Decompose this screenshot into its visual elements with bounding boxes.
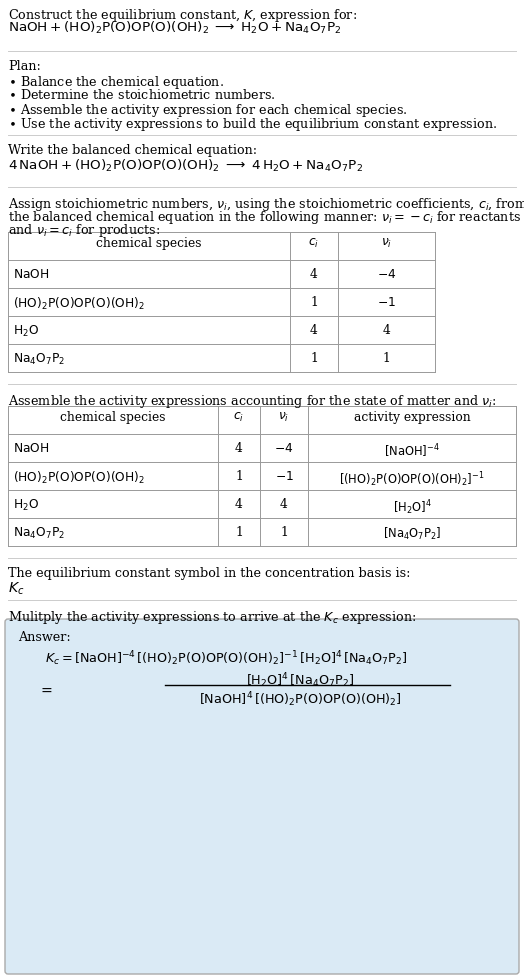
Text: $[(\mathrm{HO})_2\mathrm{P(O)OP(O)(OH)_2}]^{-1}$: $[(\mathrm{HO})_2\mathrm{P(O)OP(O)(OH)_2… xyxy=(339,469,485,488)
Text: $\mathrm{NaOH}$: $\mathrm{NaOH}$ xyxy=(13,268,49,281)
Text: 1: 1 xyxy=(280,525,288,539)
Text: Assign stoichiometric numbers, $\nu_i$, using the stoichiometric coefficients, $: Assign stoichiometric numbers, $\nu_i$, … xyxy=(8,196,524,213)
Text: 1: 1 xyxy=(383,352,390,365)
Text: $-4$: $-4$ xyxy=(275,441,293,455)
Text: 4: 4 xyxy=(280,498,288,511)
Text: $\nu_i$: $\nu_i$ xyxy=(381,237,392,249)
Text: $\bullet$ Balance the chemical equation.: $\bullet$ Balance the chemical equation. xyxy=(8,74,224,91)
Text: Write the balanced chemical equation:: Write the balanced chemical equation: xyxy=(8,144,257,156)
Text: $[\mathrm{NaOH}]^4\,[(\mathrm{HO})_2\mathrm{P(O)OP(O)(OH)_2}]$: $[\mathrm{NaOH}]^4\,[(\mathrm{HO})_2\mat… xyxy=(199,689,401,708)
Text: and $\nu_i = c_i$ for products:: and $\nu_i = c_i$ for products: xyxy=(8,222,160,239)
Text: 1: 1 xyxy=(235,525,243,539)
Text: the balanced chemical equation in the following manner: $\nu_i = -c_i$ for react: the balanced chemical equation in the fo… xyxy=(8,208,521,226)
Text: $-4$: $-4$ xyxy=(377,268,396,281)
Text: $[\mathrm{H_2O}]^4\,[\mathrm{Na_4O_7P_2}]$: $[\mathrm{H_2O}]^4\,[\mathrm{Na_4O_7P_2}… xyxy=(246,670,354,689)
Text: $[\mathrm{NaOH}]^{-4}$: $[\mathrm{NaOH}]^{-4}$ xyxy=(384,441,440,459)
Text: $\mathrm{NaOH}$: $\mathrm{NaOH}$ xyxy=(13,441,49,455)
Text: $[\mathrm{H_2O}]^4$: $[\mathrm{H_2O}]^4$ xyxy=(392,498,431,516)
Text: 1: 1 xyxy=(235,469,243,482)
Text: $\bullet$ Assemble the activity expression for each chemical species.: $\bullet$ Assemble the activity expressi… xyxy=(8,102,408,119)
Text: The equilibrium constant symbol in the concentration basis is:: The equilibrium constant symbol in the c… xyxy=(8,566,410,579)
Text: 4: 4 xyxy=(383,324,390,336)
Text: chemical species: chemical species xyxy=(60,411,166,423)
Text: $\mathrm{H_2O}$: $\mathrm{H_2O}$ xyxy=(13,498,39,512)
Text: $\mathrm{Na_4O_7P_2}$: $\mathrm{Na_4O_7P_2}$ xyxy=(13,352,65,367)
Text: $c_i$: $c_i$ xyxy=(309,237,320,249)
Text: $4\,\mathrm{NaOH} + (\mathrm{HO})_2\mathrm{P(O)OP(O)(OH)_2} \;\longrightarrow\; : $4\,\mathrm{NaOH} + (\mathrm{HO})_2\math… xyxy=(8,157,363,174)
Text: $[\mathrm{Na_4O_7P_2}]$: $[\mathrm{Na_4O_7P_2}]$ xyxy=(383,525,441,542)
Text: $\bullet$ Determine the stoichiometric numbers.: $\bullet$ Determine the stoichiometric n… xyxy=(8,88,276,102)
Text: 1: 1 xyxy=(310,295,318,309)
Text: $(\mathrm{HO})_2\mathrm{P(O)OP(O)(OH)_2}$: $(\mathrm{HO})_2\mathrm{P(O)OP(O)(OH)_2}… xyxy=(13,469,145,486)
Text: 4: 4 xyxy=(235,441,243,455)
Text: 4: 4 xyxy=(310,324,318,336)
Text: $-1$: $-1$ xyxy=(275,469,293,482)
FancyBboxPatch shape xyxy=(5,619,519,974)
Text: $c_i$: $c_i$ xyxy=(234,411,245,423)
Text: $(\mathrm{HO})_2\mathrm{P(O)OP(O)(OH)_2}$: $(\mathrm{HO})_2\mathrm{P(O)OP(O)(OH)_2}… xyxy=(13,295,145,312)
Text: Answer:: Answer: xyxy=(18,631,71,644)
Text: $\mathrm{NaOH} + (\mathrm{HO})_2\mathrm{P(O)OP(O)(OH)_2} \;\longrightarrow\; \ma: $\mathrm{NaOH} + (\mathrm{HO})_2\mathrm{… xyxy=(8,20,342,36)
Text: Plan:: Plan: xyxy=(8,60,41,73)
Text: $\mathrm{H_2O}$: $\mathrm{H_2O}$ xyxy=(13,324,39,338)
Text: 4: 4 xyxy=(310,268,318,281)
Text: 1: 1 xyxy=(310,352,318,365)
Text: $\mathrm{Na_4O_7P_2}$: $\mathrm{Na_4O_7P_2}$ xyxy=(13,525,65,541)
Text: Mulitply the activity expressions to arrive at the $K_c$ expression:: Mulitply the activity expressions to arr… xyxy=(8,608,416,625)
Text: $-1$: $-1$ xyxy=(377,295,396,309)
Text: $=$: $=$ xyxy=(38,683,53,696)
Text: $\nu_i$: $\nu_i$ xyxy=(278,411,290,423)
Text: activity expression: activity expression xyxy=(354,411,471,423)
Text: Construct the equilibrium constant, $K$, expression for:: Construct the equilibrium constant, $K$,… xyxy=(8,7,357,24)
Text: $\bullet$ Use the activity expressions to build the equilibrium constant express: $\bullet$ Use the activity expressions t… xyxy=(8,115,497,133)
Text: Assemble the activity expressions accounting for the state of matter and $\nu_i$: Assemble the activity expressions accoun… xyxy=(8,392,497,410)
Text: 4: 4 xyxy=(235,498,243,511)
Text: chemical species: chemical species xyxy=(96,237,202,249)
Text: $K_c$: $K_c$ xyxy=(8,580,25,597)
Text: $K_c = [\mathrm{NaOH}]^{-4}\,[(\mathrm{HO})_2\mathrm{P(O)OP(O)(OH)_2}]^{-1}\,[\m: $K_c = [\mathrm{NaOH}]^{-4}\,[(\mathrm{H… xyxy=(45,648,408,667)
